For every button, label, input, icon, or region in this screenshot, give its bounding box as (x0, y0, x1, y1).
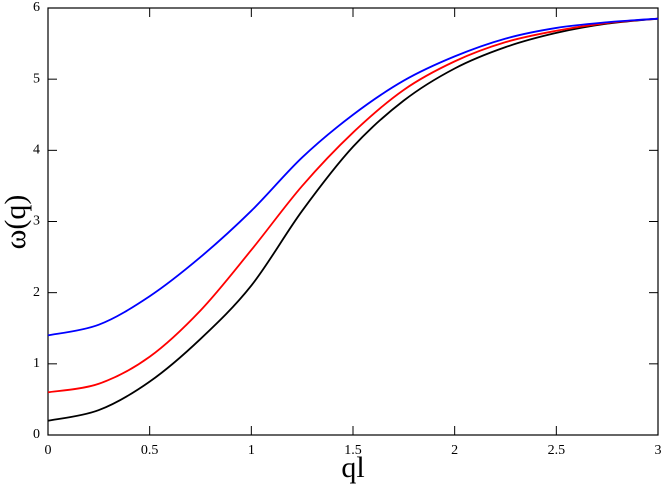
y-axis-label: ω(q) (0, 195, 32, 250)
plot-frame (47, 7, 659, 436)
x-tick-label: 0.5 (141, 443, 159, 458)
x-tick-label: 3 (655, 443, 662, 458)
line-series (47, 17, 659, 422)
x-tick-label: 2 (451, 443, 458, 458)
line-series (47, 17, 659, 394)
y-tick-label: 4 (33, 143, 40, 158)
x-tick-label: 0 (45, 443, 52, 458)
y-tick-label: 6 (33, 0, 40, 15)
y-tick-label: 0 (33, 427, 40, 442)
line-series (47, 17, 659, 337)
y-tick-label: 2 (33, 285, 40, 300)
y-tick-label: 1 (33, 356, 40, 371)
x-tick-label: 2.5 (548, 443, 566, 458)
y-tick-label: 3 (33, 214, 40, 229)
x-axis-label: ql (341, 451, 364, 484)
y-tick-label: 5 (33, 71, 40, 86)
x-tick-label: 1.5 (344, 443, 362, 458)
x-tick-label: 1 (248, 443, 255, 458)
